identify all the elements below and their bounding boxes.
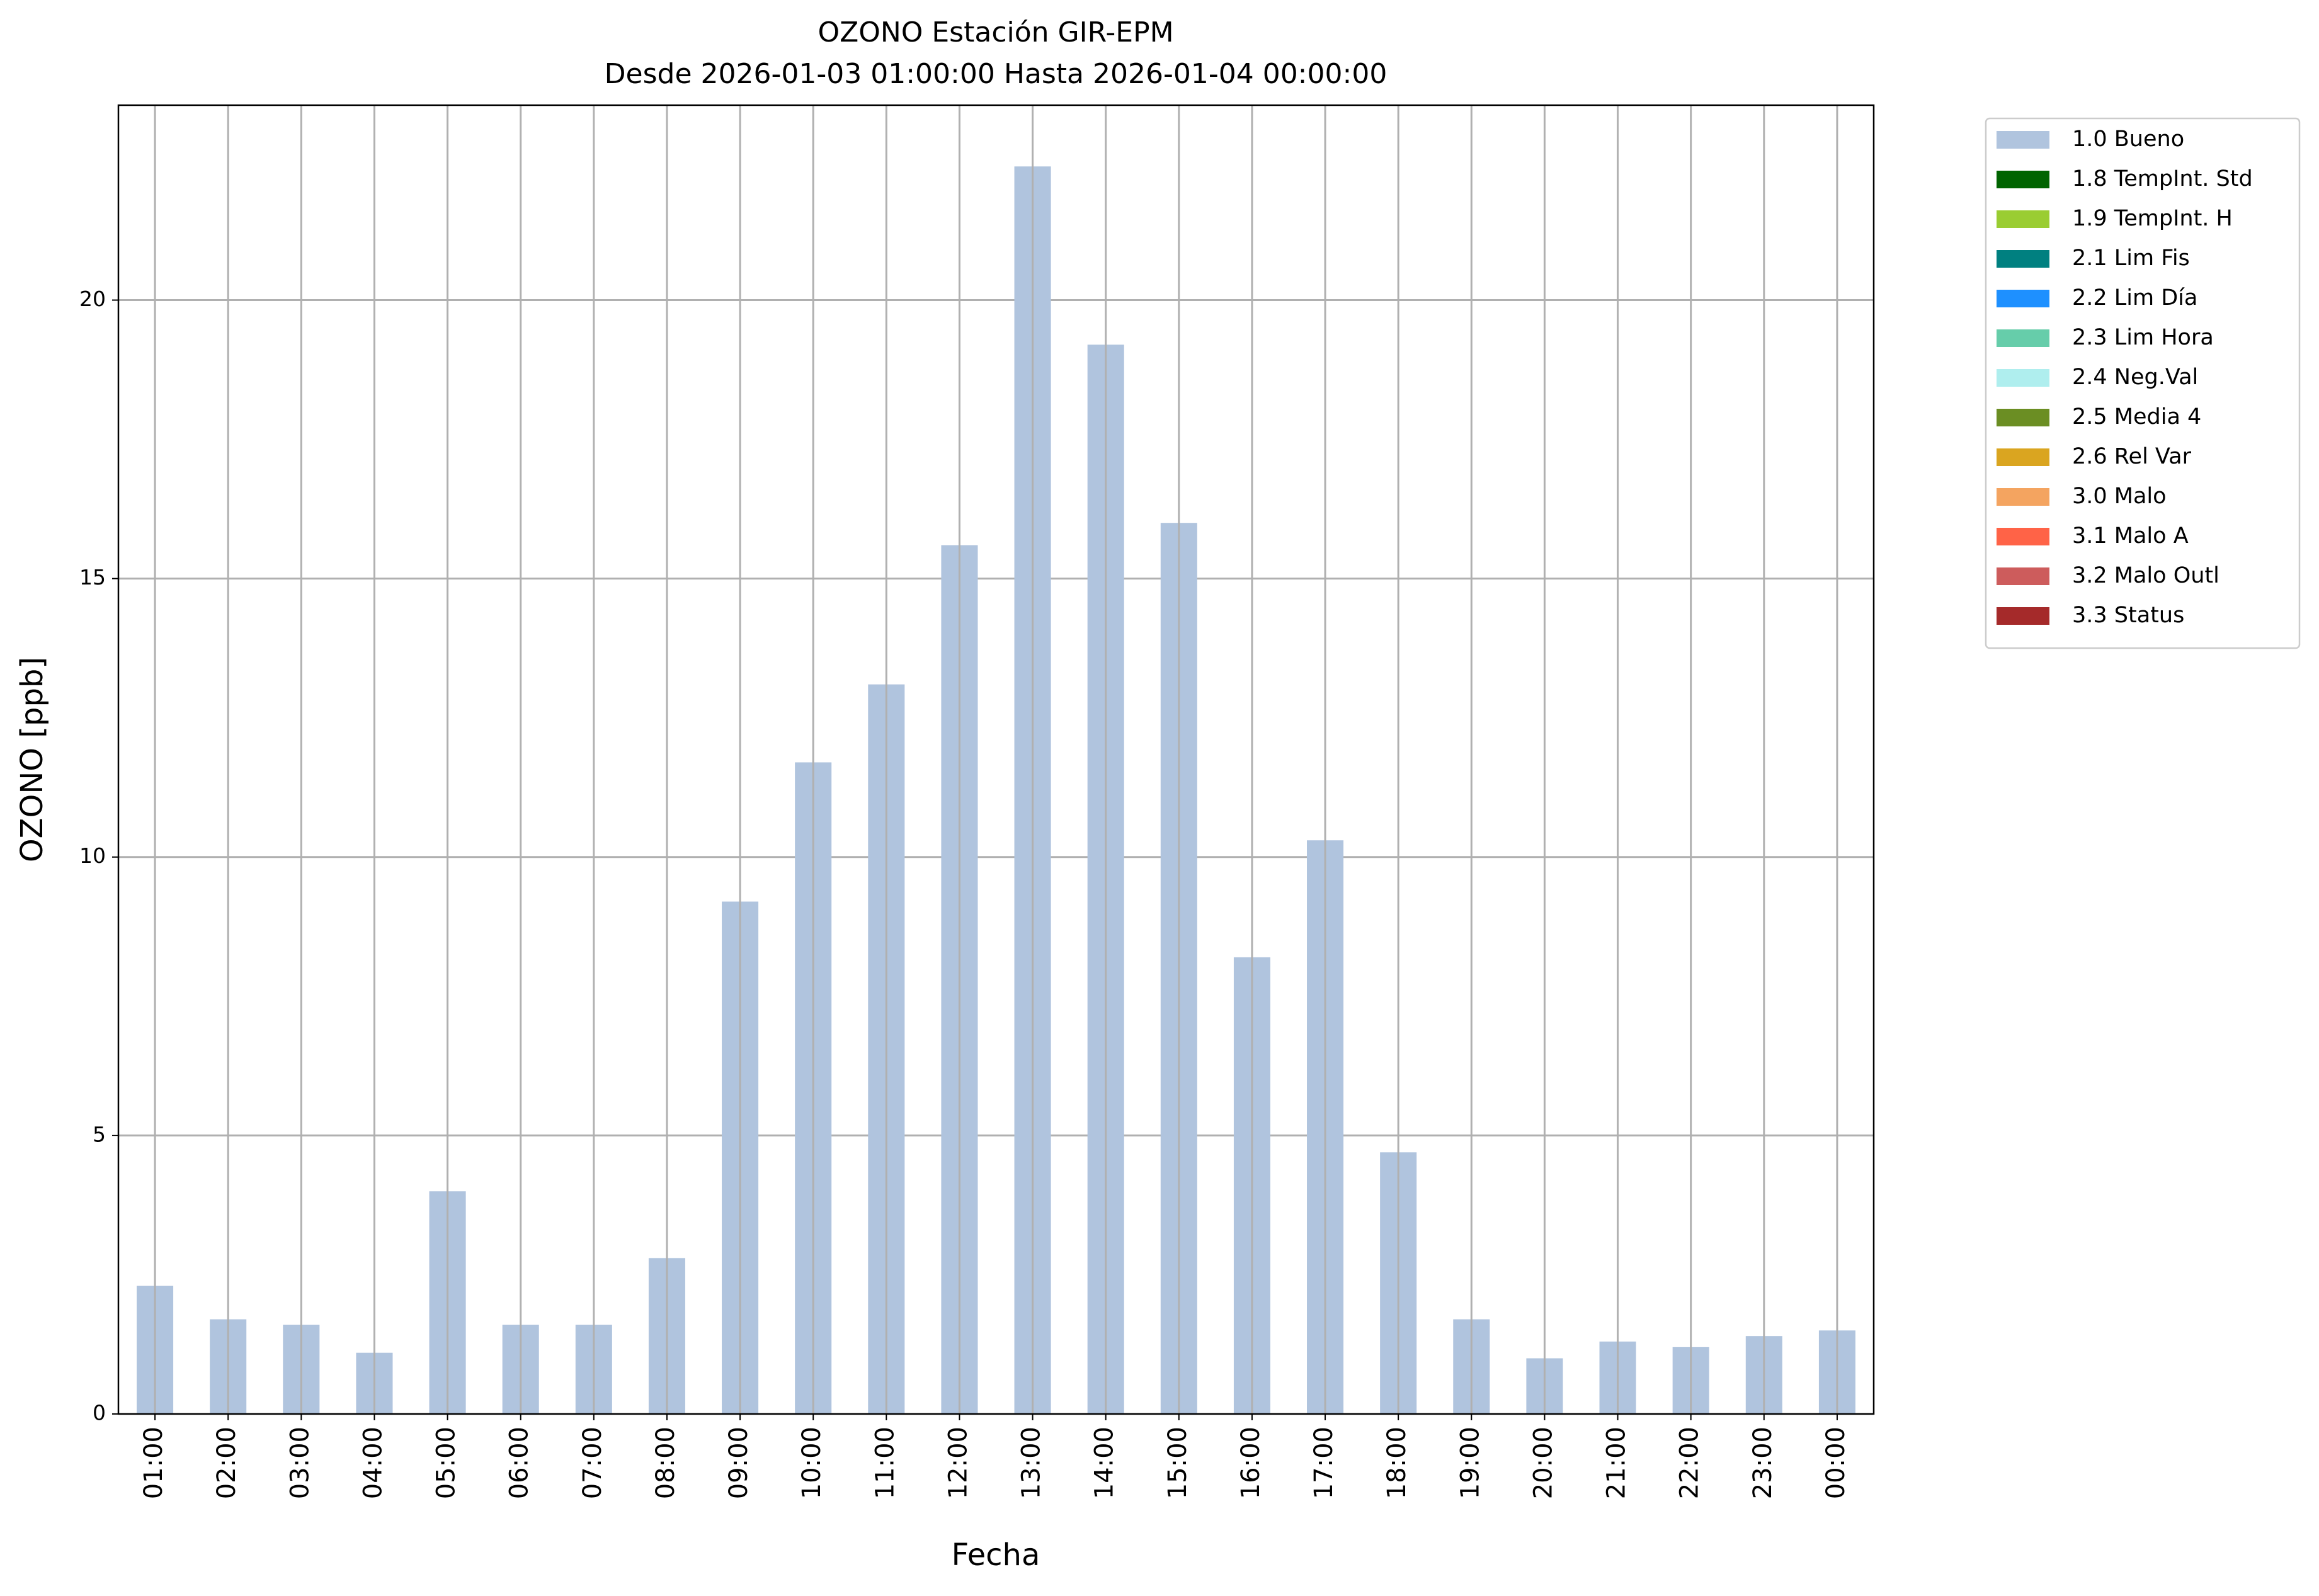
legend-label: 2.5 Media 4 <box>2072 404 2201 430</box>
x-tick-label: 12:00 <box>943 1427 972 1499</box>
x-tick-label: 14:00 <box>1090 1427 1119 1499</box>
legend-swatch <box>1997 369 2049 387</box>
x-tick-label: 18:00 <box>1382 1427 1411 1499</box>
legend-label: 2.2 Lim Día <box>2072 285 2197 311</box>
legend-swatch <box>1997 607 2049 625</box>
legend-swatch <box>1997 210 2049 228</box>
legend-swatch <box>1997 250 2049 268</box>
x-tick-label: 03:00 <box>285 1427 314 1499</box>
y-axis-label: OZONO [ppb] <box>14 657 50 862</box>
legend-swatch <box>1997 409 2049 426</box>
plot-frame <box>117 104 1875 1415</box>
legend-label: 1.8 TempInt. Std <box>2072 166 2253 191</box>
y-tick-label: 0 <box>93 1401 106 1425</box>
legend-swatch <box>1997 171 2049 188</box>
legend-label: 1.0 Bueno <box>2072 127 2184 152</box>
chart-subtitle: Desde 2026-01-03 01:00:00 Hasta 2026-01-… <box>605 58 1387 90</box>
y-tick-label: 20 <box>79 287 106 311</box>
legend-label: 3.3 Status <box>2072 603 2184 628</box>
x-tick-label: 06:00 <box>505 1427 534 1499</box>
x-tick-label: 15:00 <box>1163 1427 1192 1499</box>
legend-box <box>1985 117 2301 649</box>
x-axis-label: Fecha <box>952 1537 1040 1573</box>
chart-title: OZONO Estación GIR-EPM <box>818 16 1173 48</box>
x-tick-label: 00:00 <box>1821 1427 1850 1499</box>
x-tick-label: 02:00 <box>212 1427 241 1499</box>
x-tick-label: 21:00 <box>1602 1427 1631 1499</box>
legend-swatch <box>1997 290 2049 307</box>
x-tick-label: 23:00 <box>1748 1427 1777 1499</box>
legend-label: 2.6 Rel Var <box>2072 444 2192 469</box>
legend-swatch <box>1997 528 2049 545</box>
legend-swatch <box>1997 448 2049 466</box>
x-tick-label: 13:00 <box>1017 1427 1046 1499</box>
legend-swatch <box>1997 329 2049 347</box>
y-tick-label: 15 <box>79 565 106 590</box>
x-tick-label: 08:00 <box>651 1427 680 1499</box>
y-tick-label: 5 <box>93 1122 106 1146</box>
x-tick-label: 22:00 <box>1675 1427 1704 1499</box>
legend-swatch <box>1997 567 2049 585</box>
x-tick-label: 11:00 <box>870 1427 899 1499</box>
legend-label: 2.1 Lim Fis <box>2072 246 2190 271</box>
x-tick-label: 20:00 <box>1529 1427 1558 1499</box>
legend-swatch <box>1997 488 2049 506</box>
x-tick-label: 16:00 <box>1236 1427 1265 1499</box>
x-tick-label: 04:00 <box>358 1427 387 1499</box>
x-tick-label: 17:00 <box>1309 1427 1338 1499</box>
x-tick-label: 05:00 <box>432 1427 461 1499</box>
x-tick-label: 09:00 <box>724 1427 753 1499</box>
x-tick-label: 10:00 <box>797 1427 826 1499</box>
legend-label: 2.3 Lim Hora <box>2072 325 2214 350</box>
y-tick-label: 10 <box>79 843 106 868</box>
legend-swatch <box>1997 131 2049 149</box>
x-tick-label: 07:00 <box>578 1427 607 1499</box>
legend-label: 3.2 Malo Outl <box>2072 563 2219 588</box>
legend-label: 3.1 Malo A <box>2072 523 2189 549</box>
x-tick-label: 01:00 <box>139 1427 168 1499</box>
x-tick-label: 19:00 <box>1456 1427 1484 1499</box>
legend-label: 3.0 Malo <box>2072 484 2167 509</box>
legend-label: 1.9 TempInt. H <box>2072 206 2233 231</box>
legend-label: 2.4 Neg.Val <box>2072 365 2198 390</box>
